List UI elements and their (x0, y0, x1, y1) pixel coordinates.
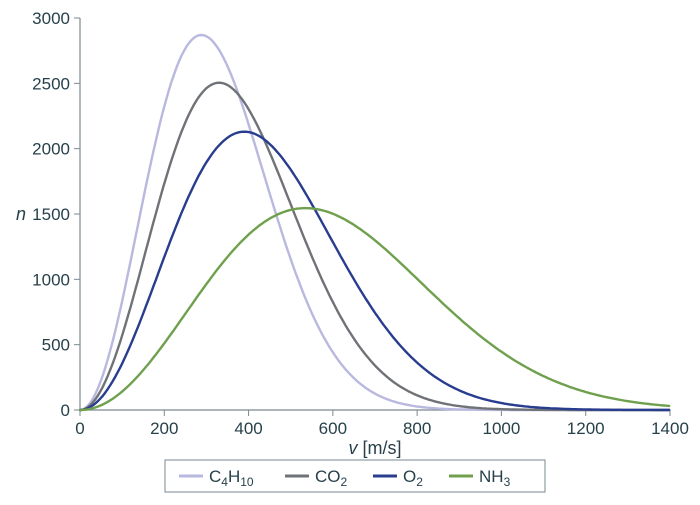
x-tick-label: 0 (75, 419, 84, 438)
y-tick-label: 500 (42, 336, 70, 355)
axes (80, 18, 670, 410)
x-tick-label: 600 (319, 419, 347, 438)
x-tick-label: 1200 (567, 419, 605, 438)
y-axis-label: n (16, 204, 26, 224)
y-tick-label: 0 (61, 401, 70, 420)
x-tick-label: 200 (150, 419, 178, 438)
x-axis-label: v [m/s] (349, 438, 402, 458)
y-tick-label: 2000 (32, 140, 70, 159)
x-tick-label: 800 (403, 419, 431, 438)
x-tick-label: 1400 (651, 419, 689, 438)
chart-svg: 0 500 1000 1500 2000 2500 3000 0 200 400 600 800 100… (0, 0, 700, 505)
x-tick-label: 1000 (483, 419, 521, 438)
y-tick-label: 2500 (32, 74, 70, 93)
x-tick-label: 400 (234, 419, 262, 438)
series-c4h10 (80, 35, 669, 410)
y-tick-label: 1500 (32, 205, 70, 224)
series-nh3 (80, 208, 669, 410)
speed-distribution-chart: 0 500 1000 1500 2000 2500 3000 0 200 400 600 800 100… (0, 0, 700, 505)
y-tick-label: 1000 (32, 270, 70, 289)
y-tick-label: 3000 (32, 9, 70, 28)
